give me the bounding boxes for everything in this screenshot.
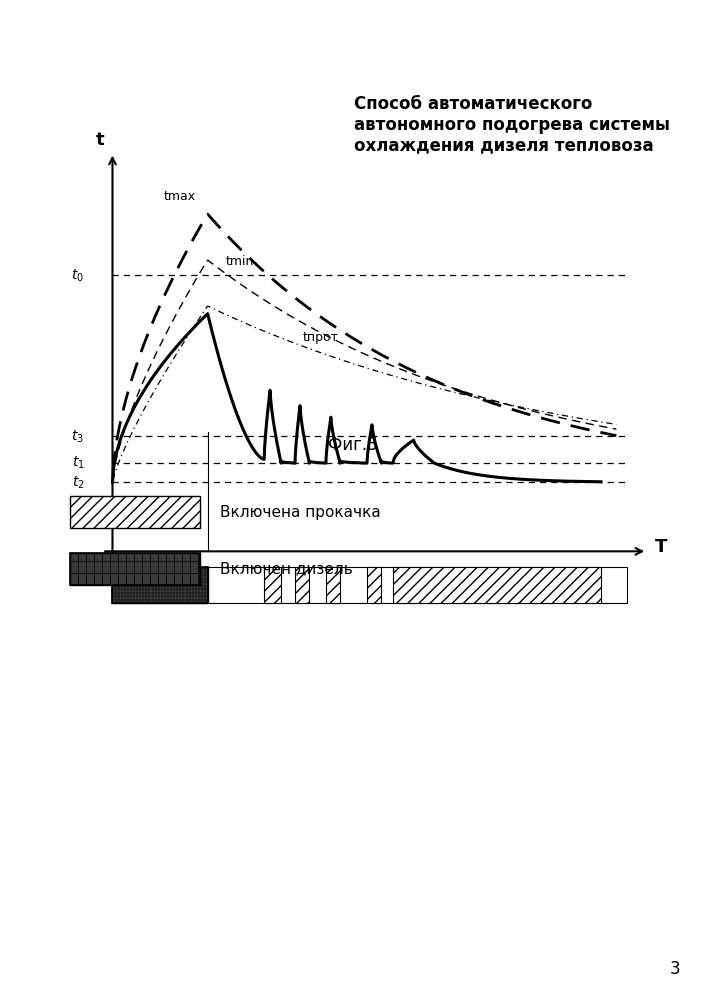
- Bar: [112, 567, 208, 603]
- Text: t: t: [95, 131, 104, 149]
- Bar: [326, 567, 340, 603]
- Text: $t_2$: $t_2$: [71, 474, 84, 491]
- Text: Включен дизель: Включен дизель: [220, 562, 353, 576]
- Bar: [112, 567, 626, 603]
- Bar: [367, 567, 381, 603]
- Text: $t_3$: $t_3$: [71, 428, 84, 445]
- Text: tmax: tmax: [164, 190, 196, 202]
- Bar: [70, 553, 200, 585]
- Bar: [70, 553, 200, 585]
- Text: Способ автоматического
автономного подогрева системы
охлаждения дизеля тепловоза: Способ автоматического автономного подог…: [354, 95, 670, 155]
- Text: Включена прокачка: Включена прокачка: [220, 504, 381, 520]
- Text: tпрот: tпрот: [303, 331, 339, 344]
- Bar: [112, 567, 208, 603]
- Text: $t_0$: $t_0$: [71, 267, 84, 284]
- Text: tmin: tmin: [226, 255, 254, 268]
- Text: Фиг.3: Фиг.3: [328, 436, 378, 454]
- Bar: [264, 567, 281, 603]
- Bar: [392, 567, 601, 603]
- Text: 3: 3: [670, 960, 680, 978]
- Text: T: T: [655, 538, 667, 556]
- Bar: [70, 496, 200, 528]
- Bar: [295, 567, 310, 603]
- Text: $t_1$: $t_1$: [71, 455, 84, 471]
